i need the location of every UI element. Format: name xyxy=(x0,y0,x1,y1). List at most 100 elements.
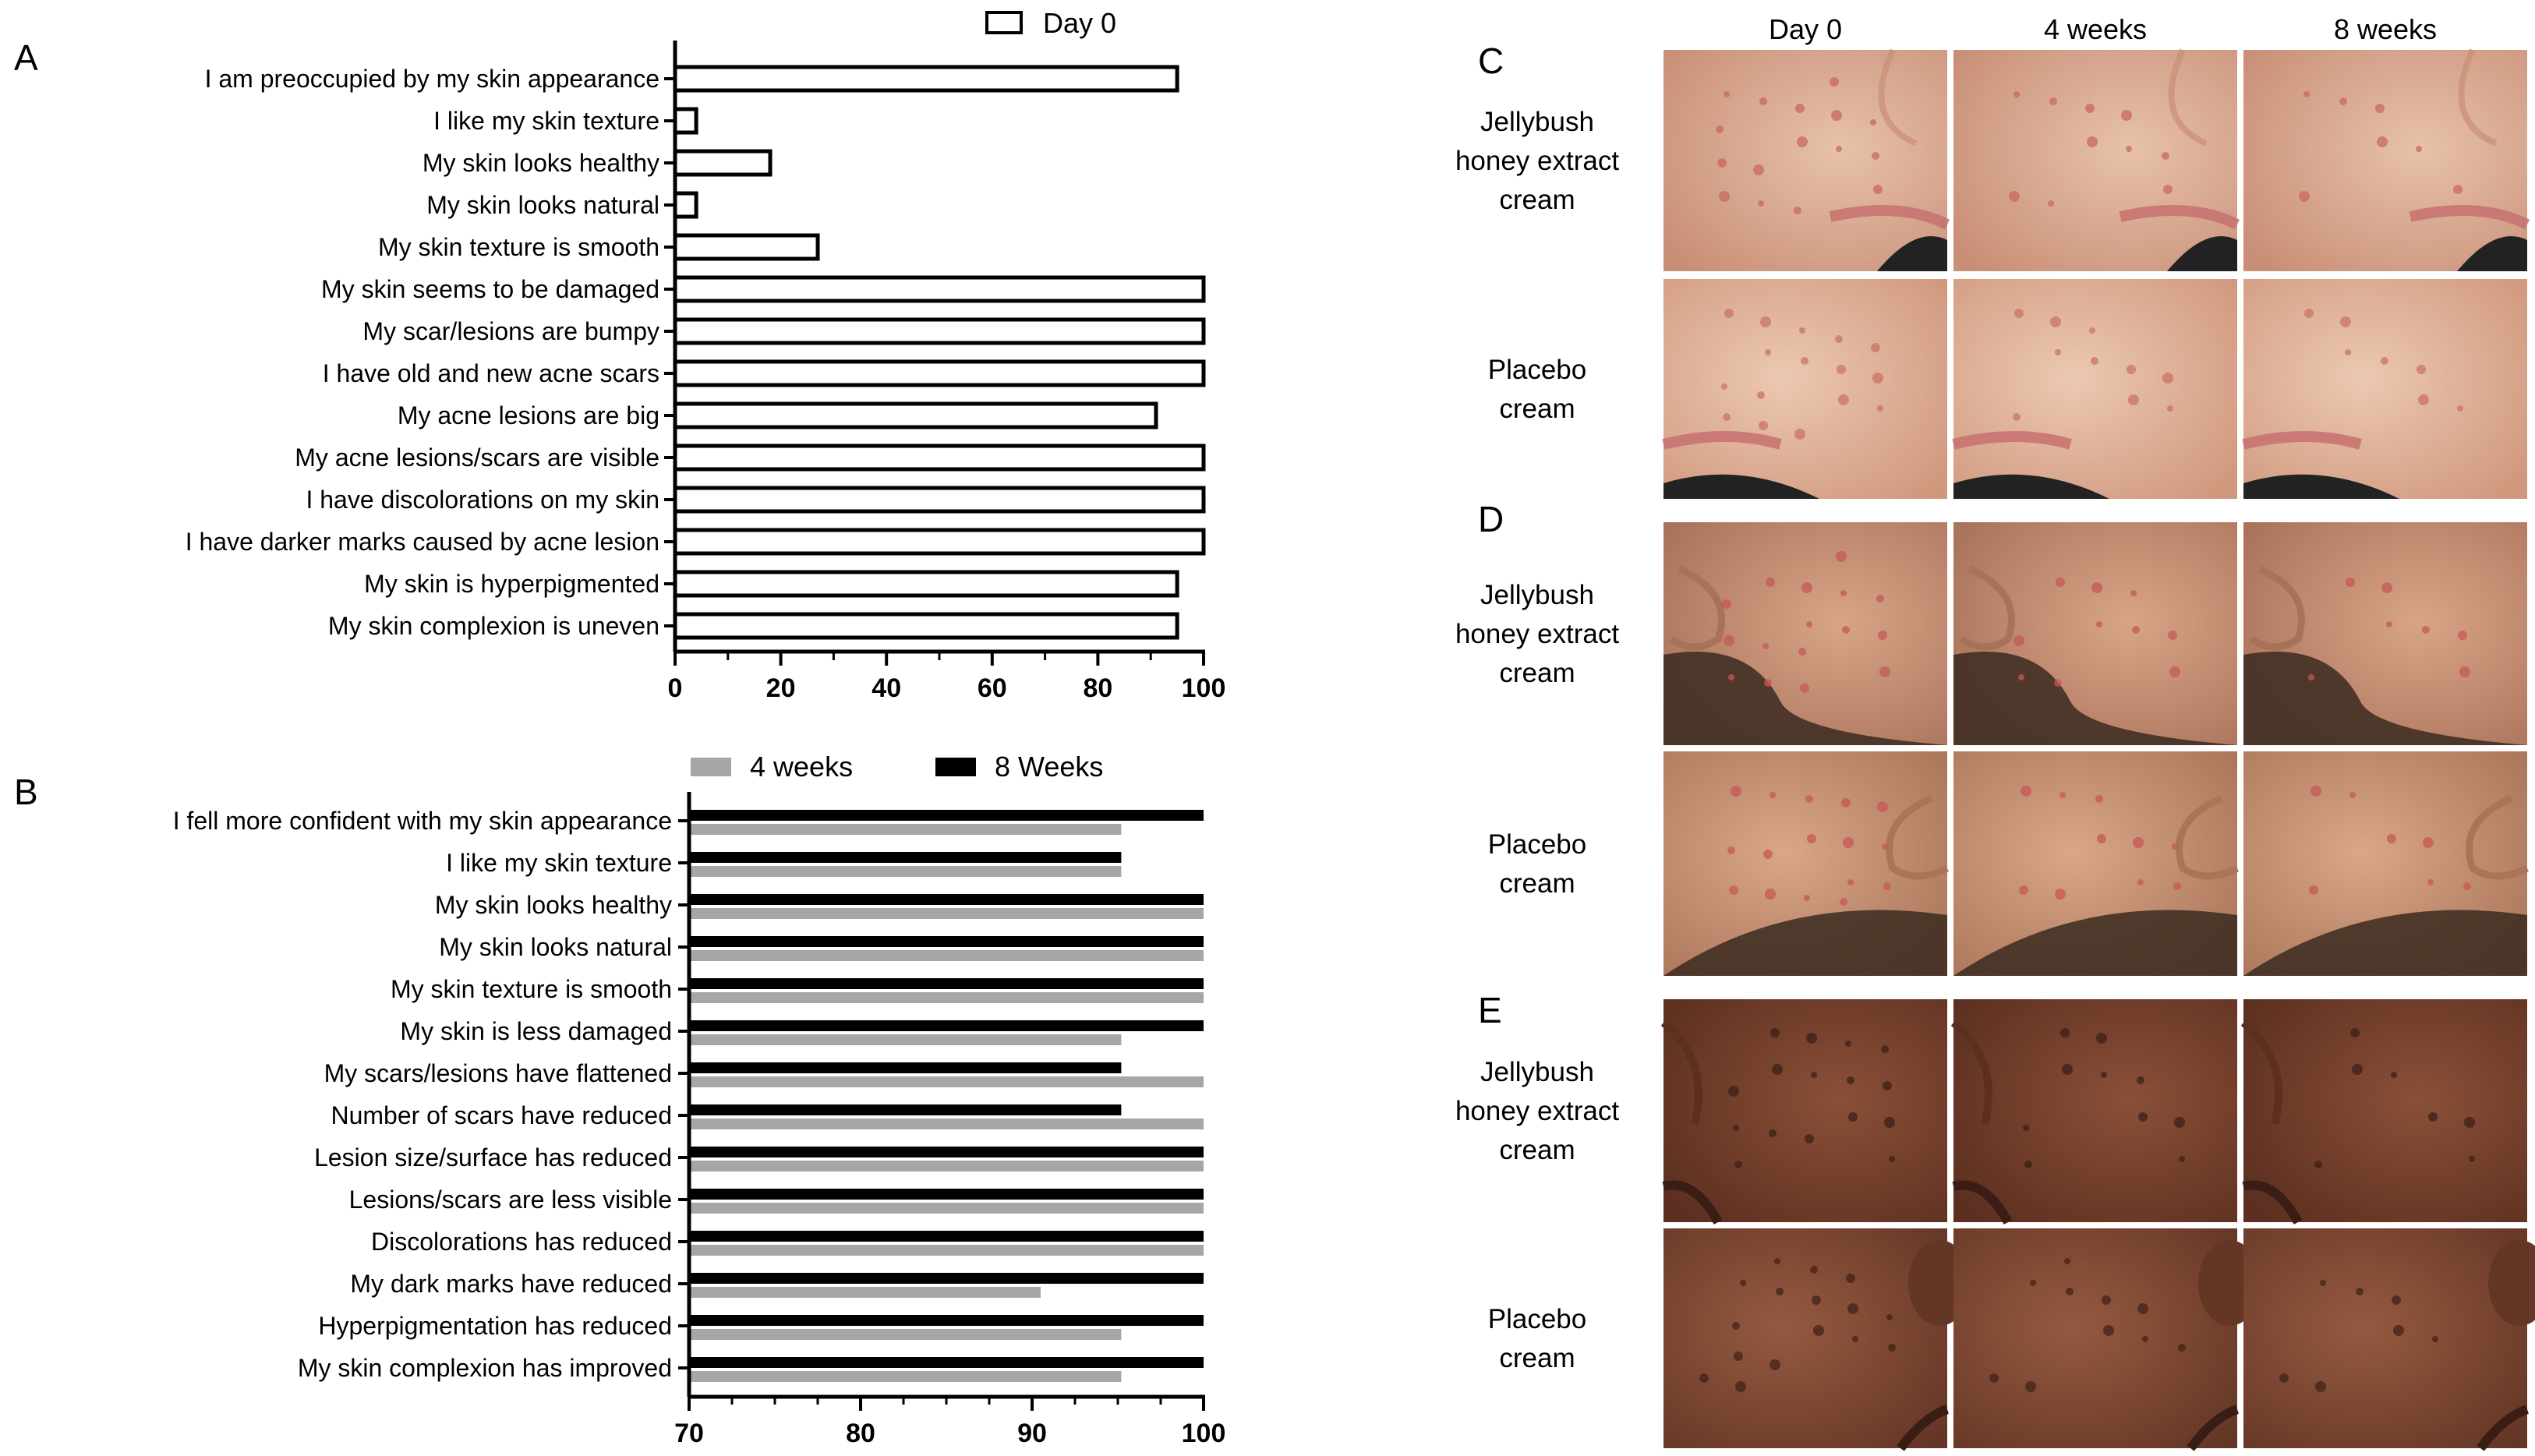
x-tick-label: 90 xyxy=(1017,1419,1047,1448)
category-label: My skin looks healthy xyxy=(422,149,659,177)
collar-shape xyxy=(2167,236,2237,271)
skin-spot xyxy=(2095,795,2103,803)
nose-shape xyxy=(2240,1020,2282,1126)
row-label-line: honey extract xyxy=(1455,619,1619,649)
bar-day0 xyxy=(673,191,698,219)
bar-day0 xyxy=(673,359,1206,387)
skin-spot xyxy=(1798,648,1806,656)
bar-4-weeks xyxy=(689,1287,1041,1298)
row-label-line: Placebo xyxy=(1488,355,1586,385)
skin-spot xyxy=(1879,666,1890,677)
skin-spot xyxy=(1842,626,1850,634)
skin-spot xyxy=(2101,1072,2107,1078)
skin-spot xyxy=(1872,152,1879,160)
row-label-line: cream xyxy=(1499,658,1575,688)
panel-b-axes: I fell more confident with my skin appea… xyxy=(173,792,1225,1448)
skin-spot xyxy=(1805,1134,1814,1143)
skin-spot xyxy=(1847,879,1854,885)
legend-swatch-8-weeks xyxy=(935,758,976,776)
x-tick-label: 80 xyxy=(1083,673,1112,703)
skin-spot xyxy=(1848,1112,1858,1122)
skin-spot xyxy=(1886,1314,1893,1320)
bar-8-weeks xyxy=(689,936,1204,947)
row-label-line: Jellybush xyxy=(1480,107,1594,137)
skin-spot xyxy=(1724,91,1730,97)
photo-row: Jellybush honey extract cream xyxy=(1455,522,2527,745)
skin-spot xyxy=(2391,1072,2397,1078)
skin-spot xyxy=(1801,582,1812,593)
skin-spot xyxy=(2064,1258,2070,1264)
skin-spot xyxy=(2393,1325,2404,1336)
skin-spot xyxy=(2417,365,2426,374)
skin-spot xyxy=(1794,207,1801,214)
skin-spot xyxy=(1838,394,1849,405)
column-label: 4 weeks xyxy=(2044,13,2147,45)
legend-swatch-day0 xyxy=(985,11,1023,34)
skin-spot xyxy=(2091,357,2098,365)
row-label-line: cream xyxy=(1499,868,1575,899)
category-label: My dark marks have reduced xyxy=(350,1270,672,1298)
lips-shape xyxy=(1829,205,1950,230)
category-label: My acne lesions are big xyxy=(398,401,659,429)
skin-spot xyxy=(1806,621,1812,627)
face-photo xyxy=(1663,48,1950,271)
skin-spot xyxy=(1728,1086,1739,1097)
photo-background xyxy=(1663,279,1947,499)
skin-spot xyxy=(2387,834,2396,843)
skin-spot xyxy=(1872,373,1883,383)
skin-spot xyxy=(1776,1288,1784,1295)
bar-day0 xyxy=(673,107,698,135)
bar-8-weeks xyxy=(689,810,1204,821)
skin-spot xyxy=(1836,551,1847,562)
panel-b-chart: B 4 weeks 8 Weeks I fell more confident w… xyxy=(14,751,1225,1448)
photo-row: Jellybush honey extract cream xyxy=(1455,48,2530,271)
x-tick-label: 20 xyxy=(766,673,796,703)
skin-spot xyxy=(1699,1373,1709,1383)
skin-spot xyxy=(2169,666,2180,677)
skin-spot xyxy=(2377,136,2388,147)
photo-background xyxy=(1953,50,2237,271)
row-label-line: cream xyxy=(1499,1343,1575,1373)
skin-spot xyxy=(1758,200,1764,207)
skin-spot xyxy=(1770,1359,1780,1370)
skin-spot xyxy=(2054,679,2062,687)
row-label-line: cream xyxy=(1499,1135,1575,1165)
beard-shape xyxy=(1663,652,1947,745)
nose-shape xyxy=(2466,794,2530,880)
face-photo xyxy=(1663,751,1950,976)
skin-spot xyxy=(1753,164,1764,175)
skin-spot xyxy=(2013,413,2021,421)
collar-shape xyxy=(2243,474,2399,499)
photo-grid: C D E Day 0 4 weeks 8 weeks Jellybush honey… xyxy=(1455,13,2535,1451)
skin-spot xyxy=(2340,316,2351,327)
beard-shape xyxy=(1953,910,2237,976)
skin-spot xyxy=(2345,349,2351,355)
skin-spot xyxy=(1852,1336,1858,1342)
bar-8-weeks xyxy=(689,1189,1204,1200)
category-label: I have old and new acne scars xyxy=(323,359,659,387)
skin-spot xyxy=(1724,309,1734,318)
skin-spot xyxy=(1721,383,1727,390)
panel-b-legend: 4 weeks 8 Weeks xyxy=(691,751,1103,783)
row-label-line: cream xyxy=(1499,185,1575,215)
bar-day0 xyxy=(673,444,1206,472)
skin-spot xyxy=(2463,882,2471,890)
category-label: Number of scars have reduced xyxy=(331,1101,672,1129)
collar-shape xyxy=(1877,236,1947,271)
bar-4-weeks xyxy=(689,1119,1204,1129)
category-label: My scar/lesions are bumpy xyxy=(362,317,659,345)
bar-day0 xyxy=(673,528,1206,556)
skin-spot xyxy=(2102,1295,2111,1305)
skin-spot xyxy=(1805,795,1813,803)
skin-spot xyxy=(2356,1288,2364,1295)
bar-day0 xyxy=(673,149,773,177)
category-label: My skin looks natural xyxy=(426,191,659,219)
skin-spot xyxy=(1724,635,1734,646)
photo-background xyxy=(1953,1228,2237,1448)
skin-spot xyxy=(2464,1117,2475,1128)
skin-spot xyxy=(2014,309,2024,318)
skin-spot xyxy=(2014,635,2024,646)
category-label: My skin texture is smooth xyxy=(391,975,672,1003)
